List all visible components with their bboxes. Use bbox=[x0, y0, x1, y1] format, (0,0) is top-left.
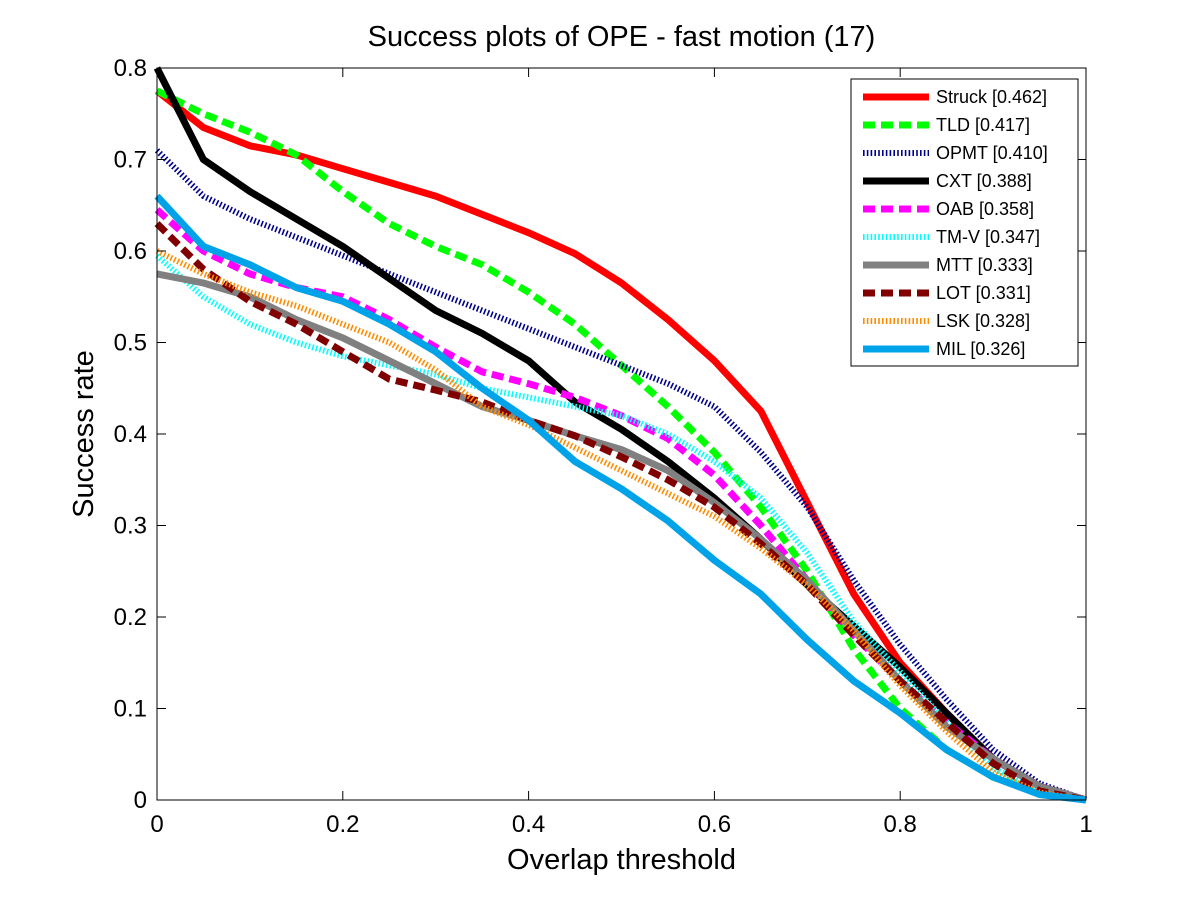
x-tick-label-0: 0 bbox=[150, 811, 163, 838]
legend-label-4: OAB [0.358] bbox=[936, 199, 1034, 219]
series-line-9 bbox=[154, 193, 1087, 804]
legend-label-7: LOT [0.331] bbox=[936, 283, 1031, 303]
x-tick-label-4: 0.8 bbox=[884, 811, 917, 838]
legend-label-0: Struck [0.462] bbox=[936, 87, 1047, 107]
chart-title: Success plots of OPE - fast motion (17) bbox=[368, 21, 876, 53]
series-line-2 bbox=[154, 148, 1088, 803]
y-tick-label-8: 0.8 bbox=[114, 55, 147, 82]
legend: Struck [0.462] TLD [0.417] OPMT [0.410] CXT… bbox=[850, 78, 1079, 367]
y-tick-label-7: 0.7 bbox=[114, 147, 147, 174]
y-tick-label-1: 0.1 bbox=[114, 696, 147, 723]
y-tick-label-0: 0 bbox=[134, 787, 147, 814]
y-tick-label-4: 0.4 bbox=[114, 421, 147, 448]
x-tick-label-3: 0.6 bbox=[698, 811, 731, 838]
y-tick-label-2: 0.2 bbox=[114, 604, 147, 631]
legend-label-1: TLD [0.417] bbox=[936, 115, 1030, 135]
x-tick-label-1: 0.2 bbox=[326, 811, 359, 838]
x-axis-title: Overlap threshold bbox=[507, 844, 736, 876]
legend-label-8: LSK [0.328] bbox=[936, 311, 1030, 331]
legend-label-6: MTT [0.333] bbox=[936, 255, 1033, 275]
y-tick-label-5: 0.5 bbox=[114, 330, 147, 357]
legend-label-2: OPMT [0.410] bbox=[936, 143, 1048, 163]
legend-label-3: CXT [0.388] bbox=[936, 171, 1032, 191]
tick-layer: 0 0.2 0.4 0.6 0.8 1 0 0.1 0.2 0.3 0.4 0.5 0.6 0.7 0.8 bbox=[114, 55, 1093, 838]
series-line-3 bbox=[153, 66, 1087, 804]
series-line-8 bbox=[155, 248, 1087, 803]
y-axis-title: Success rate bbox=[68, 350, 100, 518]
y-tick-label-3: 0.3 bbox=[114, 513, 147, 540]
legend-label-5: TM-V [0.347] bbox=[936, 227, 1040, 247]
series-line-6 bbox=[156, 270, 1087, 804]
y-tick-label-6: 0.6 bbox=[114, 238, 147, 265]
series-layer bbox=[153, 66, 1088, 804]
x-tick-label-2: 0.4 bbox=[512, 811, 545, 838]
legend-items: Struck [0.462] TLD [0.417] OPMT [0.410] CXT… bbox=[863, 87, 1048, 359]
series-line-7 bbox=[154, 221, 1087, 804]
legend-label-9: MIL [0.326] bbox=[936, 339, 1025, 359]
x-tick-label-5: 1 bbox=[1079, 811, 1092, 838]
